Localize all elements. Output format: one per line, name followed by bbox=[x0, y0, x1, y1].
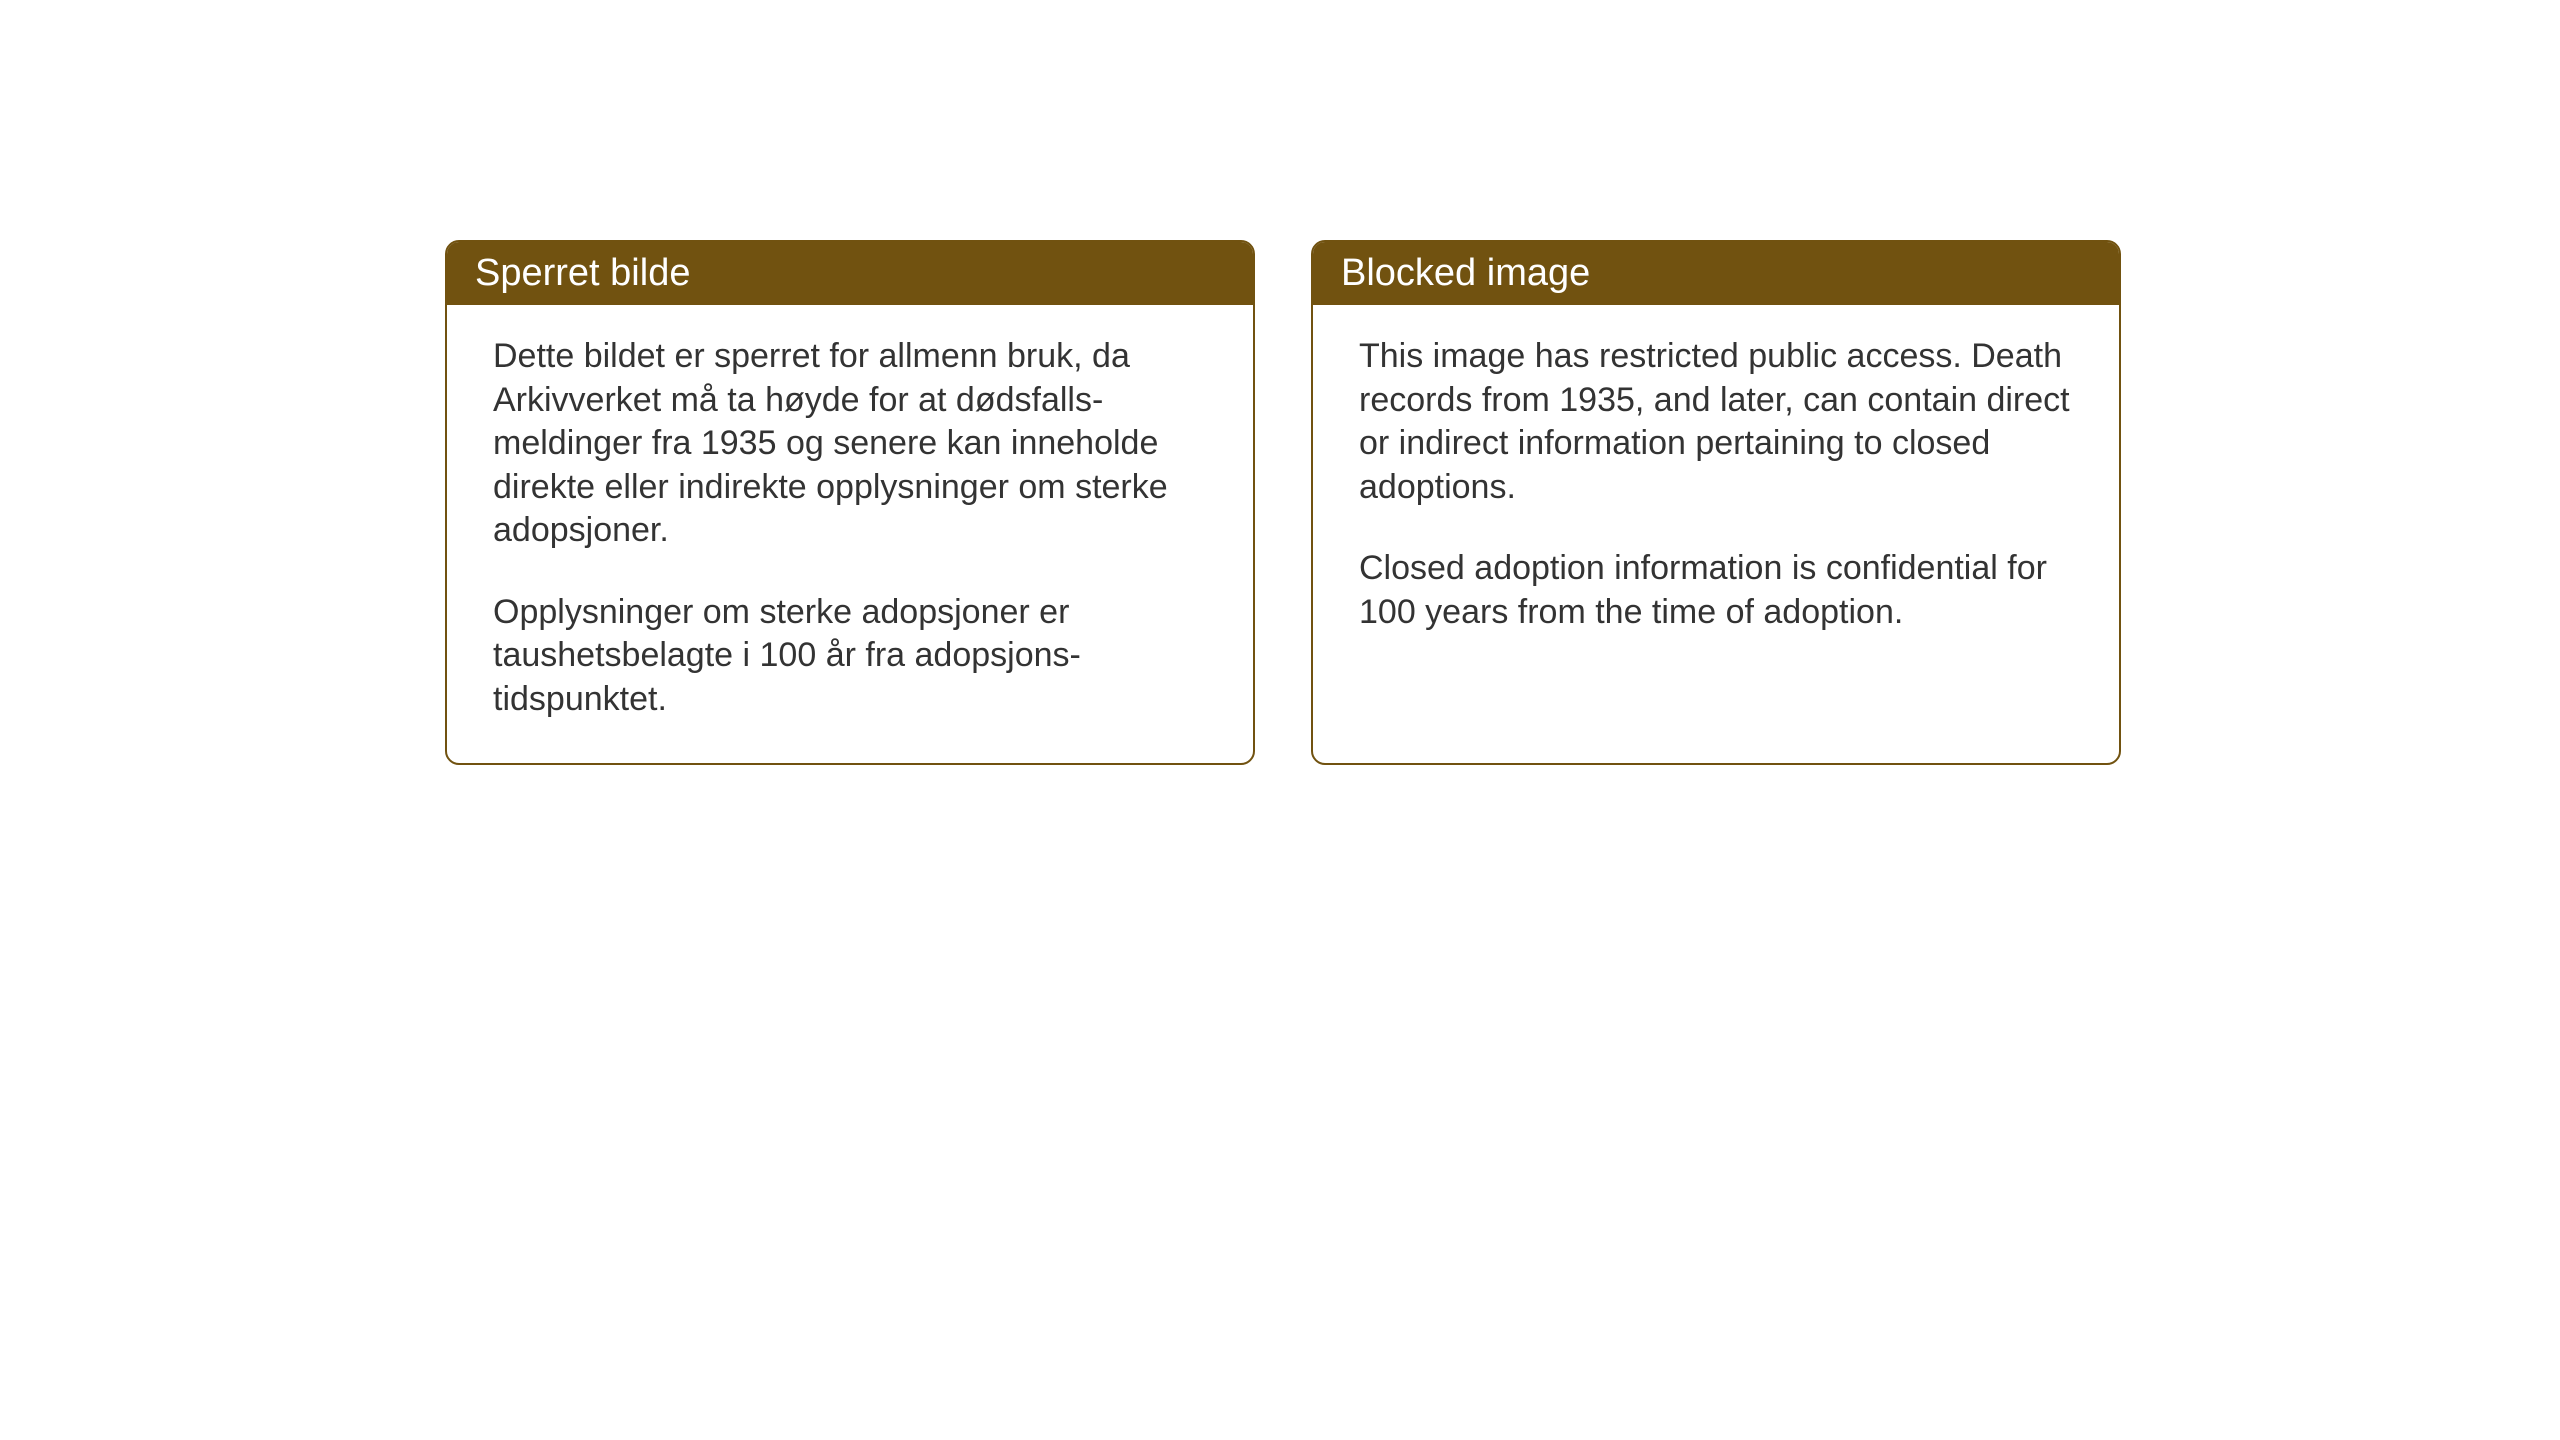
notice-para2-english: Closed adoption information is confident… bbox=[1359, 547, 2073, 634]
notice-box-english: Blocked image This image has restricted … bbox=[1311, 240, 2121, 765]
notice-body-english: This image has restricted public access.… bbox=[1313, 305, 2119, 676]
notice-title-norwegian: Sperret bilde bbox=[475, 252, 690, 294]
notice-para1-norwegian: Dette bildet er sperret for allmenn bruk… bbox=[493, 335, 1207, 553]
notice-para1-english: This image has restricted public access.… bbox=[1359, 335, 2073, 509]
notice-header-english: Blocked image bbox=[1313, 242, 2119, 305]
notice-para2-norwegian: Opplysninger om sterke adopsjoner er tau… bbox=[493, 591, 1207, 722]
notice-title-english: Blocked image bbox=[1341, 252, 1590, 294]
notice-container: Sperret bilde Dette bildet er sperret fo… bbox=[445, 240, 2121, 765]
notice-box-norwegian: Sperret bilde Dette bildet er sperret fo… bbox=[445, 240, 1255, 765]
notice-body-norwegian: Dette bildet er sperret for allmenn bruk… bbox=[447, 305, 1253, 763]
notice-header-norwegian: Sperret bilde bbox=[447, 242, 1253, 305]
